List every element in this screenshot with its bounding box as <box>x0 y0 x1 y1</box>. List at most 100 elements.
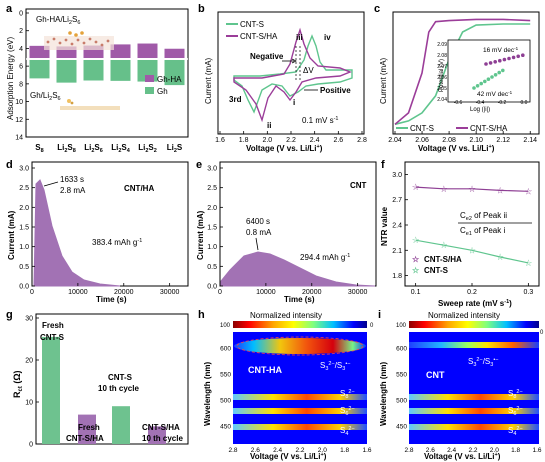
panel-e: e Current (mA) CNT 6400 s 0.8 mA 294.4 m… <box>196 159 377 304</box>
xtick-label: 2.4 <box>273 447 282 454</box>
species-s8-i: S82− <box>508 389 523 400</box>
cv-curve-cnt-s <box>233 34 353 114</box>
ytick-label: 3.0 <box>19 166 29 173</box>
xticks-c: 2.04 2.06 2.08 2.10 2.12 2.14 <box>388 131 537 144</box>
xtick-label: 1.8 <box>340 447 349 454</box>
panel-letter-f: f <box>381 159 385 171</box>
legend-label-cnt-s-c: CNT-S <box>410 124 434 133</box>
peak-label-iii: iii <box>296 33 303 42</box>
inset-xlabel-c: Log (|i|) <box>470 107 490 113</box>
yticks-e: 0.0 0.5 1.0 1.5 2.0 2.5 3.0 <box>207 166 223 291</box>
xtick-label: 2.0 <box>490 447 499 454</box>
xtick-label-b: 2.2 <box>286 137 296 144</box>
legend-label-cnt-s-b: CNT-S <box>240 20 264 29</box>
ytick-label-a: 4 <box>19 46 23 53</box>
xtick-label-b: 1.6 <box>215 137 225 144</box>
ytick-label: 2.0 <box>207 205 217 212</box>
ytick-label-a: 0 <box>19 11 23 18</box>
ytick-label: 0.5 <box>19 264 29 271</box>
ytick-label-a: 10 <box>15 99 23 106</box>
ytick-label-g: 0 <box>29 442 33 449</box>
xtick-label-b: 2.8 <box>357 137 367 144</box>
ytick-label: 2.0 <box>19 205 29 212</box>
xtick-label: 1.6 <box>362 447 371 454</box>
colorbar-max-i: 100 <box>396 323 407 329</box>
ytick-label-f: 2.4 <box>392 223 402 230</box>
ytick-label: 0.0 <box>19 284 29 291</box>
ytick-label: 500 <box>396 398 407 405</box>
inset-dot-cnt-s-ha <box>484 62 488 66</box>
ytick-label-a: 2 <box>19 28 23 35</box>
xtick-label-b: 2.6 <box>333 137 343 144</box>
yticks-g: 0 10 20 30 <box>25 316 39 449</box>
label-cycle-cnt-s-ha-2: 10 th cycle <box>142 434 183 443</box>
xtick-label: 2.0 <box>318 447 327 454</box>
title-d: CNT/HA <box>124 184 154 193</box>
line-cnt-s-ha-c <box>394 18 531 125</box>
legend-marker-cnt-s-ha-f: ☆ <box>412 255 420 264</box>
inset-dot-cnt-s <box>472 86 476 90</box>
frac-denominator: Ce1 of Peak i <box>460 226 505 237</box>
xtick-label: 1.6 <box>532 447 541 454</box>
xtick-label-c: 2.14 <box>523 137 537 144</box>
inset-dot-cnt-s <box>497 70 502 75</box>
label-fresh-cnt-s-1: Fresh <box>42 321 64 330</box>
peak-label-ii: ii <box>267 121 271 130</box>
legend-label-cnt-s-ha-f: CNT-S/HA <box>424 255 462 264</box>
bar-g-0 <box>42 336 60 444</box>
bar-gh-ha-Li2S2 <box>137 43 158 58</box>
bar-gh-ha-Li2S8 <box>56 46 77 58</box>
xtick-label-a: Li2S2 <box>138 143 157 154</box>
inset-ytick-label-c: 2.07 <box>437 64 447 70</box>
xtick-label: 1.8 <box>511 447 520 454</box>
ytick-label: 500 <box>220 398 231 405</box>
colorbar-max-h: 100 <box>220 323 231 329</box>
ytick-label: 1.0 <box>19 244 29 251</box>
band-s4-h <box>233 424 367 430</box>
xlabel-d: Time (s) <box>96 295 127 304</box>
panel-letter-d: d <box>6 159 13 171</box>
inset-dot-cnt-s <box>493 73 498 77</box>
xlabels-a: S8 Li2S8 Li2S6 Li2S4 Li2S2 Li2S <box>35 143 183 154</box>
inset-ytick-label-c: 2.04 <box>437 97 447 103</box>
inset-xtick-label-c: -0.4 <box>476 100 485 106</box>
yticks-f: 1.8 2.1 2.4 2.7 3.0 <box>392 172 408 280</box>
xtick-label-a: Li2S6 <box>84 143 103 154</box>
band-s3-i <box>409 342 539 348</box>
legend-label-cnt-s-ha-b: CNT-S/HA <box>240 32 278 41</box>
line-cnt-s-f <box>415 239 529 264</box>
peak-label-i: i <box>293 98 295 107</box>
peak-current-d: 2.8 mA <box>60 186 86 195</box>
xtick-label: 0 <box>30 289 34 296</box>
ytick-label: 550 <box>396 372 407 379</box>
xtick-label-c: 2.06 <box>415 137 429 144</box>
species-s6-h: S62− <box>340 406 355 417</box>
bar-gh-ha-Li2S <box>164 48 185 58</box>
line-cnt-s-ha-f <box>415 186 529 192</box>
yticks-h: 600 550 500 450 <box>220 346 231 431</box>
band-s3-h <box>234 338 366 354</box>
xtick-label-b: 2.4 <box>310 137 320 144</box>
xticks-e: 0 10000 20000 30000 <box>218 283 367 296</box>
frac-numerator: Ce2 of Peak ii <box>460 211 507 222</box>
ytick-label: 450 <box>396 424 407 431</box>
xtick-label-f: 0.1 <box>411 289 421 296</box>
point-cnt-s-ha-f: ☆ <box>412 182 420 192</box>
label-cycle-cnt-s-1: CNT-S <box>108 373 133 382</box>
label-fresh-cnt-s-ha-2: CNT-S/HA <box>66 434 104 443</box>
inset-ylabel-c: Potential (V) <box>439 59 445 92</box>
title-i: Normalized intensity <box>428 311 500 320</box>
inset-dot-cnt-s <box>475 84 480 88</box>
inset-dot-cnt-s-ha <box>498 58 502 63</box>
peak-time-d: 1633 s <box>60 175 84 184</box>
xtick-label-b: 1.8 <box>239 137 249 144</box>
bar-gh-Li2S4 <box>110 60 131 81</box>
ytick-label-f: 1.8 <box>392 273 402 280</box>
yticks-i: 600 550 500 450 <box>396 346 407 431</box>
ylabel-d: Current (mA) <box>7 210 16 260</box>
bar-gh-ha-Li2S4 <box>110 44 131 58</box>
bar-g-1 <box>78 414 96 444</box>
panel-letter-e: e <box>196 159 202 171</box>
ytick-label: 450 <box>220 424 231 431</box>
legend-label-cnt-s-f: CNT-S <box>424 266 449 275</box>
